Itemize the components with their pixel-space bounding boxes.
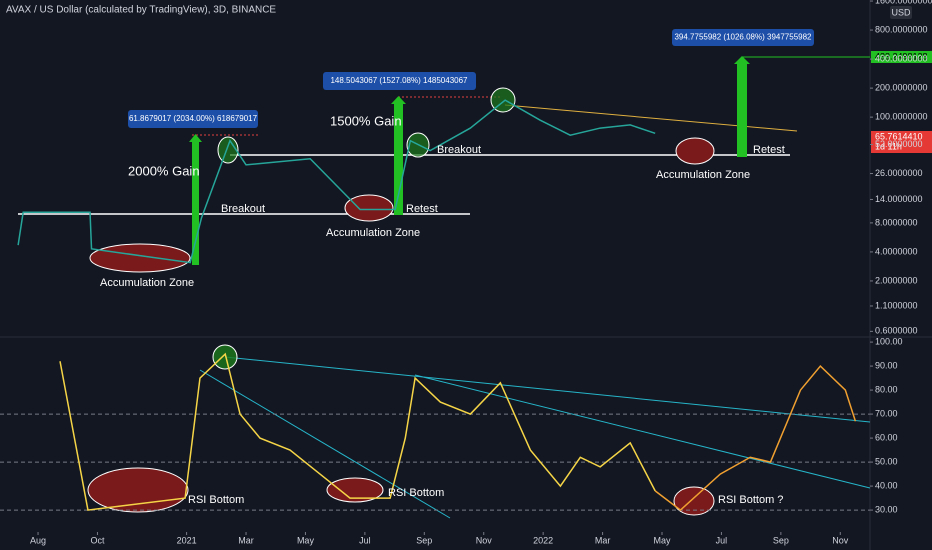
measure-box	[672, 29, 814, 46]
y-tick-label: 800.0000000	[875, 24, 928, 34]
y-tick-label: 14.0000000	[875, 194, 923, 204]
x-tick-label: Nov	[476, 535, 493, 545]
breakout-circle	[217, 136, 239, 164]
rsi-trend-line	[224, 356, 871, 423]
annotation: Retest	[406, 203, 438, 215]
x-tick-label: Jul	[716, 535, 728, 545]
y-tick-label: 4.0000000	[875, 246, 918, 256]
y-tick-label: 0.6000000	[875, 326, 918, 336]
x-tick-label: Nov	[832, 535, 849, 545]
price-tag	[871, 131, 932, 153]
x-tick-label: May	[654, 535, 672, 545]
annotation: 148.5043067 (1527.08%) 1485043067	[330, 76, 468, 85]
y-tick-label: 70.00	[875, 408, 898, 418]
y-tick-label: 52.0000000	[875, 139, 923, 149]
zone-ellipse	[675, 137, 715, 165]
y-tick-label: 90.00	[875, 360, 898, 370]
x-tick-label: Jul	[359, 535, 371, 545]
rsi-trend-line	[199, 369, 451, 519]
trend-line	[504, 104, 798, 132]
x-tick-label: Oct	[90, 535, 105, 545]
currency-box	[890, 6, 912, 19]
arrow	[189, 134, 202, 142]
y-tick-label: 80.00	[875, 384, 898, 394]
y-tick-label: 100.0000000	[875, 112, 928, 122]
x-tick-label: May	[297, 535, 315, 545]
annotation: Breakout	[437, 144, 481, 156]
rsi-trend-line	[414, 374, 871, 489]
gain-bar	[394, 102, 403, 215]
annotation: 61.8679017 (2034.00%) 618679017	[129, 114, 258, 123]
chart-title: AVAX / US Dollar (calculated by TradingV…	[6, 5, 276, 16]
y-tick-label: 50.00	[875, 456, 898, 466]
currency: USD	[891, 7, 911, 17]
y-tick-label: 400.0000000	[875, 53, 928, 63]
y-tick-label: 40.00	[875, 480, 898, 490]
gain-bar	[192, 140, 199, 265]
series-line	[59, 352, 656, 511]
zone-ellipse	[344, 194, 394, 222]
annotation: RSI Bottom	[388, 487, 444, 499]
y-tick-label: 1600.0000000	[875, 0, 932, 5]
arrow	[391, 96, 406, 104]
annotation: Accumulation Zone	[100, 277, 194, 289]
annotation: 1500% Gain	[330, 113, 402, 128]
annotation: 2000% Gain	[128, 163, 200, 178]
y-tick-label: 8.0000000	[875, 217, 918, 227]
gain-bar	[737, 62, 747, 157]
rsi-circle	[212, 344, 238, 370]
y-tick-label: 30.00	[875, 504, 898, 514]
annotation: Retest	[753, 144, 785, 156]
measure-box	[128, 110, 258, 128]
y-tick-label: 200.0000000	[875, 82, 928, 92]
annotation: RSI Bottom ?	[718, 494, 783, 506]
annotation: Accumulation Zone	[326, 227, 420, 239]
x-tick-label: 2022	[533, 535, 553, 545]
countdown: 1d 11h	[875, 141, 902, 151]
series-line	[654, 364, 857, 512]
price-tag	[871, 51, 932, 63]
annotation: 394.7755982 (1026.08%) 3947755982	[674, 33, 812, 42]
annotation: Breakout	[221, 203, 265, 215]
series-line	[17, 99, 656, 264]
annotation: RSI Bottom	[188, 494, 244, 506]
annotation: Accumulation Zone	[656, 169, 750, 181]
zone-ellipse	[89, 243, 191, 273]
y-tick-label: 26.0000000	[875, 168, 923, 178]
arrow	[734, 56, 750, 64]
y-tick-label: 100.00	[875, 336, 903, 346]
rsi-ellipse	[673, 486, 715, 516]
measure-box	[323, 72, 476, 90]
x-tick-label: Sep	[773, 535, 789, 545]
x-tick-label: Sep	[416, 535, 432, 545]
rsi-ellipse	[87, 467, 189, 513]
x-tick-label: Aug	[30, 535, 46, 545]
x-tick-label: 2021	[177, 535, 197, 545]
x-tick-label: Mar	[238, 535, 254, 545]
x-tick-label: Mar	[595, 535, 611, 545]
y-tick-label: 60.00	[875, 432, 898, 442]
y-tick-label: 2.0000000	[875, 275, 918, 285]
y-tick-label: 1.1000000	[875, 300, 918, 310]
price-label: 433.2498128	[875, 51, 928, 61]
rsi-ellipse	[326, 477, 384, 503]
price-label: 65.7614410	[875, 131, 923, 141]
